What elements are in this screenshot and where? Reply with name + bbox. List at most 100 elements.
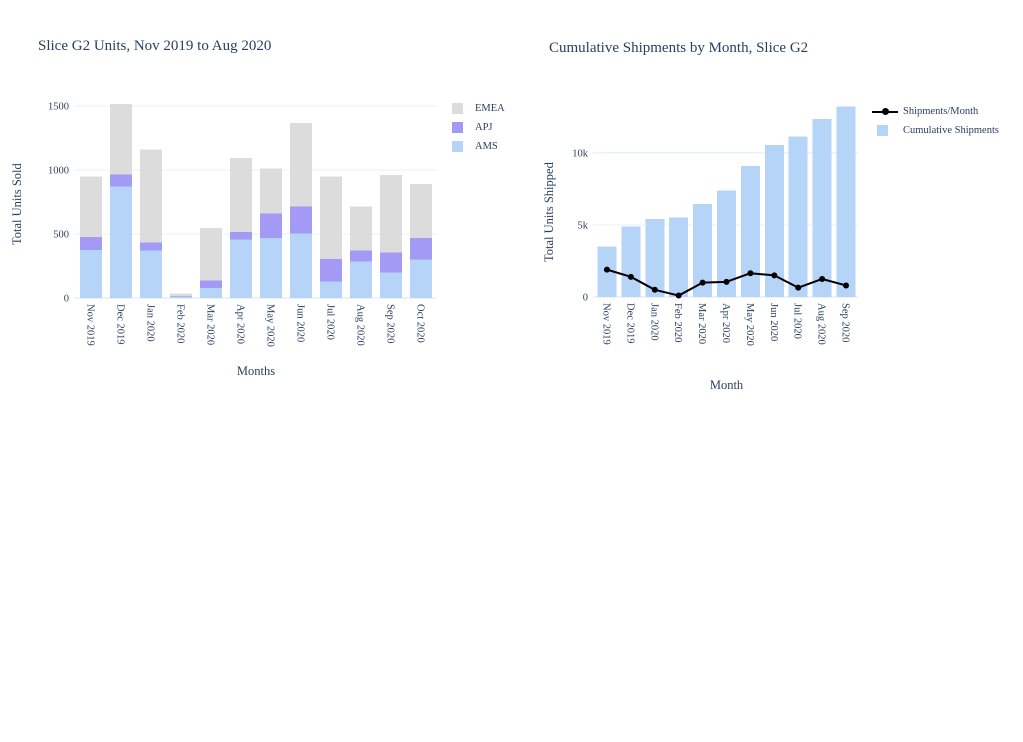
bar-segment-cumulative-shipments[interactable] bbox=[788, 136, 808, 297]
y-tick-label: 0 bbox=[64, 294, 69, 305]
x-tick-label: Dec 2019 bbox=[624, 303, 635, 344]
legend-item-cumulative-shipments[interactable]: Cumulative Shipments bbox=[872, 121, 999, 140]
y-tick-label: 10k bbox=[572, 148, 589, 159]
line-marker[interactable] bbox=[819, 275, 826, 282]
bar-segment-ams[interactable] bbox=[350, 261, 372, 298]
y-tick-label: 1000 bbox=[48, 165, 69, 176]
bar-segment-ams[interactable] bbox=[290, 233, 312, 298]
line-marker[interactable] bbox=[771, 272, 778, 279]
bar-segment-apj[interactable] bbox=[80, 237, 102, 250]
bar-segment-emea[interactable] bbox=[290, 123, 312, 207]
x-tick-label: Jan 2020 bbox=[648, 303, 659, 341]
chart1-plot-area: 0 500 1000 1500 Nov 2019 Dec 2019 Jan 2020 Feb … bbox=[48, 101, 436, 347]
bar-segment-emea[interactable] bbox=[260, 168, 282, 214]
chart1-title: Slice G2 Units, Nov 2019 to Aug 2020 bbox=[38, 38, 272, 54]
line-marker[interactable] bbox=[843, 282, 850, 289]
legend-item-shipments-month[interactable]: Shipments/Month bbox=[872, 102, 999, 121]
bar-segment-cumulative-shipments[interactable] bbox=[645, 219, 665, 297]
emea-swatch-icon bbox=[452, 103, 463, 114]
bar-segment-cumulative-shipments[interactable] bbox=[669, 217, 689, 297]
bar-segment-apj[interactable] bbox=[350, 250, 372, 262]
x-tick-label: May 2020 bbox=[744, 303, 755, 346]
legend-label: Shipments/Month bbox=[903, 106, 979, 117]
bar-segment-emea[interactable] bbox=[140, 149, 162, 243]
line-marker[interactable] bbox=[723, 278, 730, 285]
bar-segment-apj[interactable] bbox=[260, 213, 282, 238]
y-tick-label: 5k bbox=[578, 220, 589, 231]
legend-item-apj[interactable]: APJ bbox=[452, 118, 505, 137]
line-marker[interactable] bbox=[699, 279, 706, 286]
bar-segment-ams[interactable] bbox=[320, 281, 342, 298]
bar-segment-ams[interactable] bbox=[410, 259, 432, 298]
bar-segment-cumulative-shipments[interactable] bbox=[716, 190, 736, 297]
x-tick-label: Aug 2020 bbox=[816, 303, 827, 345]
bar-segment-ams[interactable] bbox=[170, 296, 192, 298]
line-marker[interactable] bbox=[603, 266, 610, 273]
bar-segment-emea[interactable] bbox=[170, 293, 192, 297]
bar-segment-ams[interactable] bbox=[110, 186, 132, 298]
bar-segment-ams[interactable] bbox=[140, 250, 162, 298]
bar-segment-emea[interactable] bbox=[380, 175, 402, 253]
x-tick-label: Mar 2020 bbox=[205, 304, 216, 345]
bar-segment-apj[interactable] bbox=[230, 232, 252, 240]
bar-segment-emea[interactable] bbox=[110, 104, 132, 175]
x-tick-label: May 2020 bbox=[265, 304, 276, 347]
x-tick-label: Jun 2020 bbox=[768, 303, 779, 341]
y-tick-label: 0 bbox=[583, 293, 588, 304]
bar-segment-emea[interactable] bbox=[350, 206, 372, 251]
bar-segment-emea[interactable] bbox=[410, 184, 432, 238]
x-tick-label: Jun 2020 bbox=[295, 304, 306, 342]
chart1-legend: EMEA APJ AMS bbox=[452, 99, 505, 156]
bar-segment-apj[interactable] bbox=[320, 258, 342, 282]
bar-segment-emea[interactable] bbox=[230, 157, 252, 233]
bar-segment-apj[interactable] bbox=[110, 174, 132, 187]
x-tick-label: Nov 2019 bbox=[600, 303, 611, 345]
x-tick-label: Oct 2020 bbox=[415, 304, 426, 343]
line-marker[interactable] bbox=[627, 273, 634, 280]
chart2-legend: Shipments/Month Cumulative Shipments bbox=[872, 102, 999, 140]
legend-label: AMS bbox=[475, 141, 498, 152]
y-tick-label: 500 bbox=[53, 229, 69, 240]
bar-segment-apj[interactable] bbox=[410, 237, 432, 260]
bar-segment-apj[interactable] bbox=[140, 242, 162, 251]
bar-segment-cumulative-shipments[interactable] bbox=[693, 204, 713, 297]
bar-segment-apj[interactable] bbox=[290, 206, 312, 234]
chart1-x-axis-label: Months bbox=[236, 364, 276, 378]
bar-segment-ams[interactable] bbox=[380, 272, 402, 298]
bar-segment-ams[interactable] bbox=[200, 287, 222, 298]
line-marker[interactable] bbox=[747, 270, 754, 277]
x-tick-label: Feb 2020 bbox=[672, 303, 683, 342]
legend-label: Cumulative Shipments bbox=[903, 125, 999, 136]
bar-segment-emea[interactable] bbox=[200, 228, 222, 281]
ams-swatch-icon bbox=[452, 141, 463, 152]
legend-item-ams[interactable]: AMS bbox=[452, 137, 505, 156]
x-tick-label: Sep 2020 bbox=[385, 304, 396, 343]
line-marker[interactable] bbox=[675, 292, 682, 299]
bar-segment-cumulative-shipments[interactable] bbox=[621, 226, 641, 297]
bar-segment-apj[interactable] bbox=[200, 280, 222, 288]
line-marker[interactable] bbox=[651, 286, 658, 293]
x-tick-label: Sep 2020 bbox=[840, 303, 851, 342]
x-tick-label: Apr 2020 bbox=[235, 304, 246, 344]
line-marker-icon bbox=[872, 105, 898, 119]
bar-segment-cumulative-shipments[interactable] bbox=[836, 106, 856, 297]
x-tick-label: Aug 2020 bbox=[355, 304, 366, 346]
bar-segment-cumulative-shipments[interactable] bbox=[812, 118, 832, 297]
legend-item-emea[interactable]: EMEA bbox=[452, 99, 505, 118]
bar-segment-apj[interactable] bbox=[170, 296, 192, 297]
bar-segment-cumulative-shipments[interactable] bbox=[764, 144, 784, 297]
bar-segment-ams[interactable] bbox=[260, 237, 282, 298]
y-tick-label: 1500 bbox=[48, 101, 69, 112]
bar-segment-cumulative-shipments[interactable] bbox=[740, 165, 760, 297]
bar-segment-apj[interactable] bbox=[380, 252, 402, 273]
x-tick-label: Jul 2020 bbox=[792, 303, 803, 339]
bar-segment-emea[interactable] bbox=[320, 176, 342, 259]
chart2-title: Cumulative Shipments by Month, Slice G2 bbox=[549, 40, 809, 56]
x-tick-label: Feb 2020 bbox=[175, 304, 186, 343]
line-marker[interactable] bbox=[795, 284, 802, 291]
bar-segment-ams[interactable] bbox=[80, 249, 102, 298]
bar-segment-emea[interactable] bbox=[80, 176, 102, 238]
x-tick-label: Dec 2019 bbox=[115, 304, 126, 345]
bar-segment-ams[interactable] bbox=[230, 239, 252, 298]
